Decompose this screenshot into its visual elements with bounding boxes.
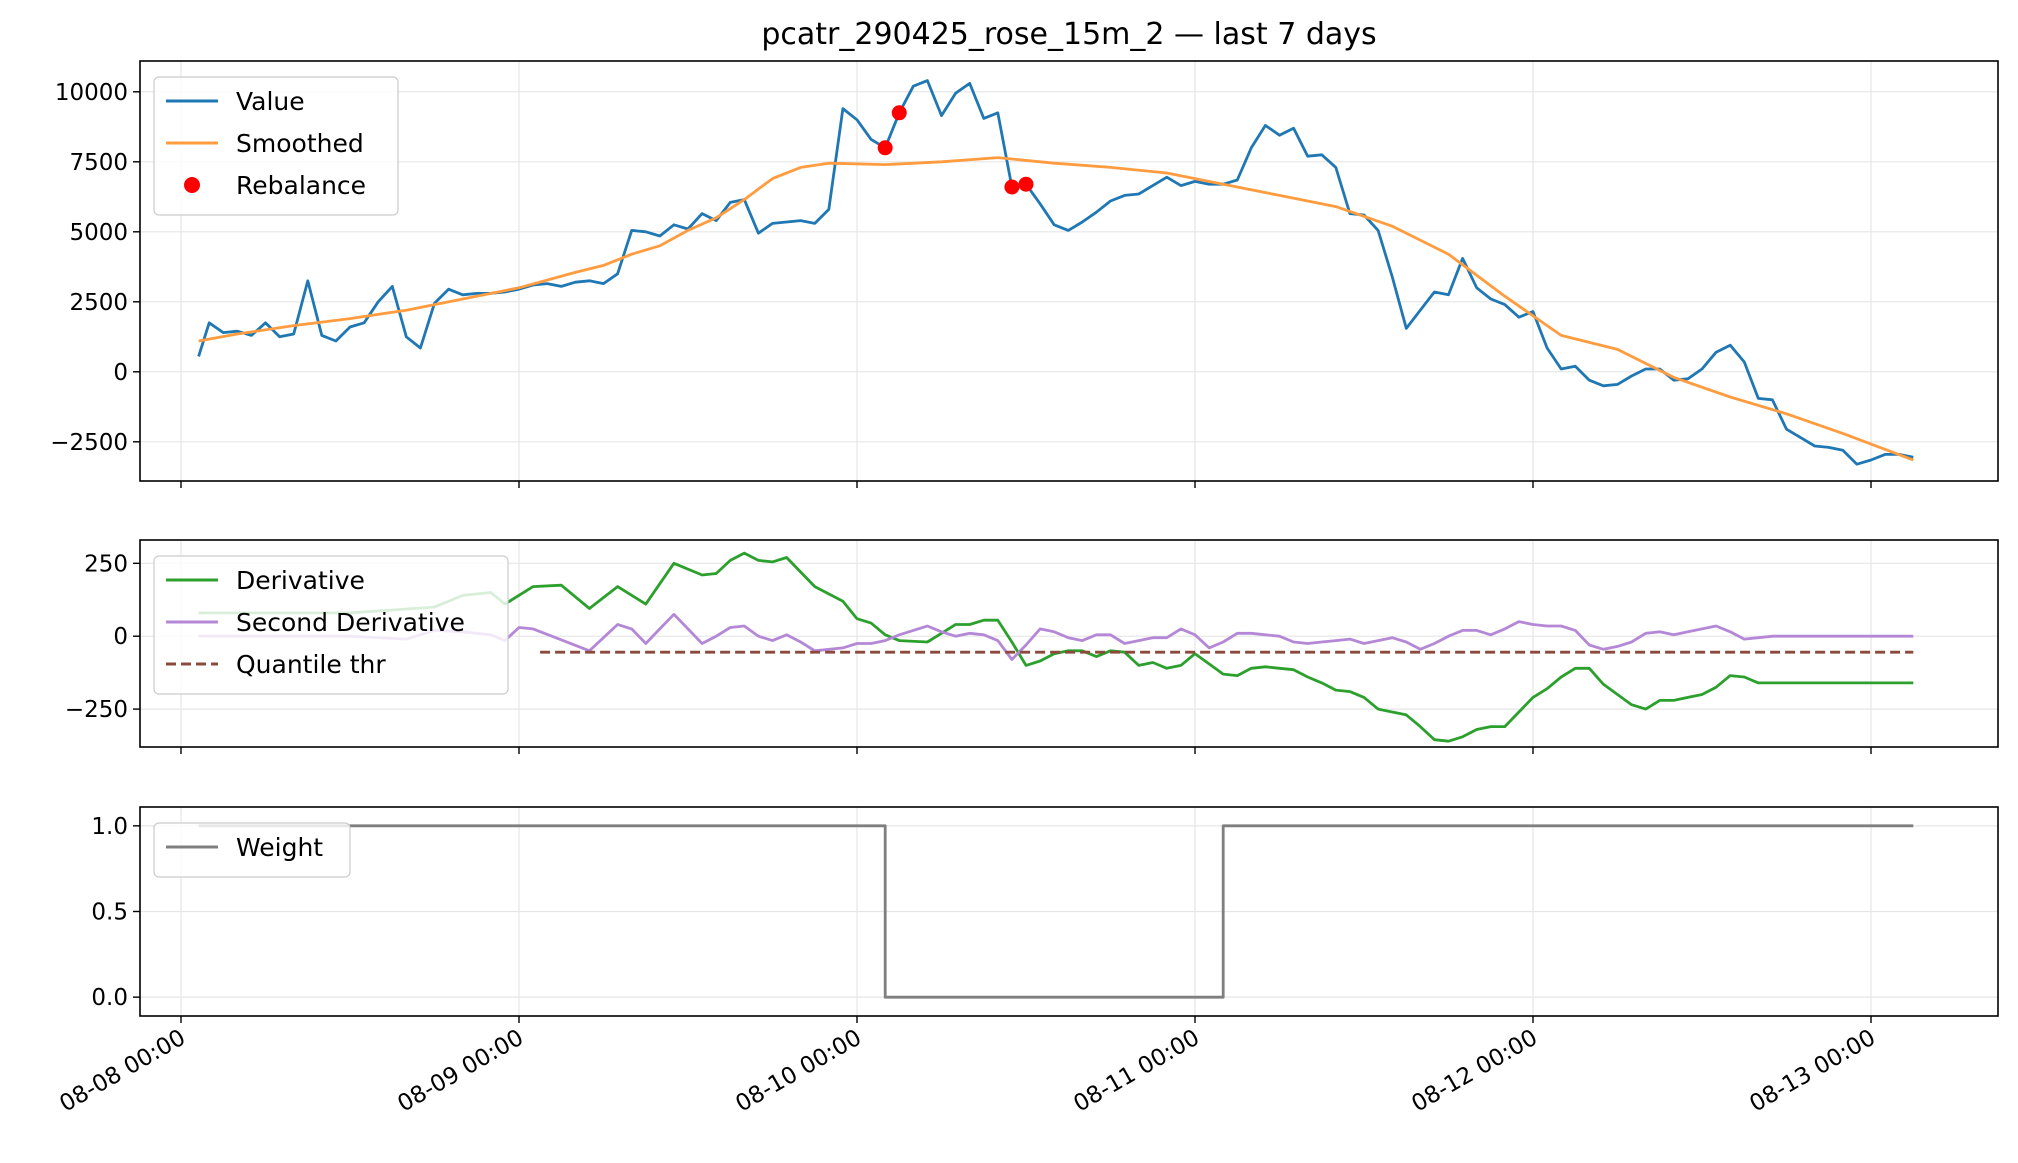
y-tick-label: −2500 <box>50 430 128 456</box>
panel-weight: 1.0 0.5 0.0 Weight <box>91 806 1999 1023</box>
y-tick-label: 7500 <box>69 150 128 176</box>
y-tick-label: 1.0 <box>91 814 128 840</box>
series-weight <box>198 824 1914 999</box>
y-tick-label: 250 <box>84 551 128 577</box>
legend-box <box>153 555 509 695</box>
y-tick-label: 0 <box>113 360 128 386</box>
series-value <box>197 79 1914 466</box>
y-tick-label: 0.0 <box>91 985 128 1011</box>
rebalance-point <box>1004 179 1020 195</box>
legend-marker-rebalance <box>184 177 200 193</box>
legend: Value Smoothed Rebalance <box>153 76 399 216</box>
legend-label-derivative: Derivative <box>236 566 365 595</box>
x-tick-label: 08-13 00:00 <box>1745 1025 1880 1118</box>
x-tick-labels: 08-08 00:00 08-09 00:00 08-10 00:00 08-11 0… <box>55 1025 1880 1118</box>
legend-box <box>153 76 399 216</box>
legend: Weight <box>153 822 351 878</box>
legend-label-weight: Weight <box>236 833 323 862</box>
series-derivative <box>198 551 1914 743</box>
legend-label-second-derivative: Second Derivative <box>236 608 465 637</box>
x-tick-label: 08-11 00:00 <box>1069 1025 1204 1118</box>
legend-label-quantile-thr: Quantile thr <box>236 650 386 679</box>
legend-label-value: Value <box>236 87 305 116</box>
legend-box <box>153 822 351 878</box>
x-tick-label: 08-12 00:00 <box>1407 1025 1542 1118</box>
axes-frame <box>139 60 1999 482</box>
y-tick-label: 2500 <box>69 290 128 316</box>
axes-frame <box>139 539 1999 748</box>
panel-derivative: 250 0 −250 Derivative Second Derivative Quant… <box>65 539 1999 754</box>
y-tick-label: 5000 <box>69 220 128 246</box>
rebalance-point <box>1018 176 1034 192</box>
x-tick-label: 08-08 00:00 <box>55 1025 190 1118</box>
legend-label-rebalance: Rebalance <box>236 171 366 200</box>
y-tick-label: 0 <box>113 624 128 650</box>
rebalance-point <box>891 105 907 121</box>
x-tick-label: 08-10 00:00 <box>731 1025 866 1118</box>
legend: Derivative Second Derivative Quantile thr <box>153 555 509 695</box>
y-tick-label: −250 <box>65 697 128 723</box>
series-smoothed <box>198 156 1914 462</box>
y-tick-label: 10000 <box>55 80 128 106</box>
legend-label-smoothed: Smoothed <box>236 129 364 158</box>
x-tick-label: 08-09 00:00 <box>393 1025 528 1118</box>
panel-value: 10000 7500 5000 2500 0 −2500 Value Smoothed Reba… <box>50 60 1999 488</box>
series-second-derivative <box>198 612 1914 661</box>
chart-title: pcatr_290425_rose_15m_2 — last 7 days <box>761 17 1376 52</box>
y-tick-label: 0.5 <box>91 900 128 926</box>
rebalance-point <box>877 140 893 156</box>
